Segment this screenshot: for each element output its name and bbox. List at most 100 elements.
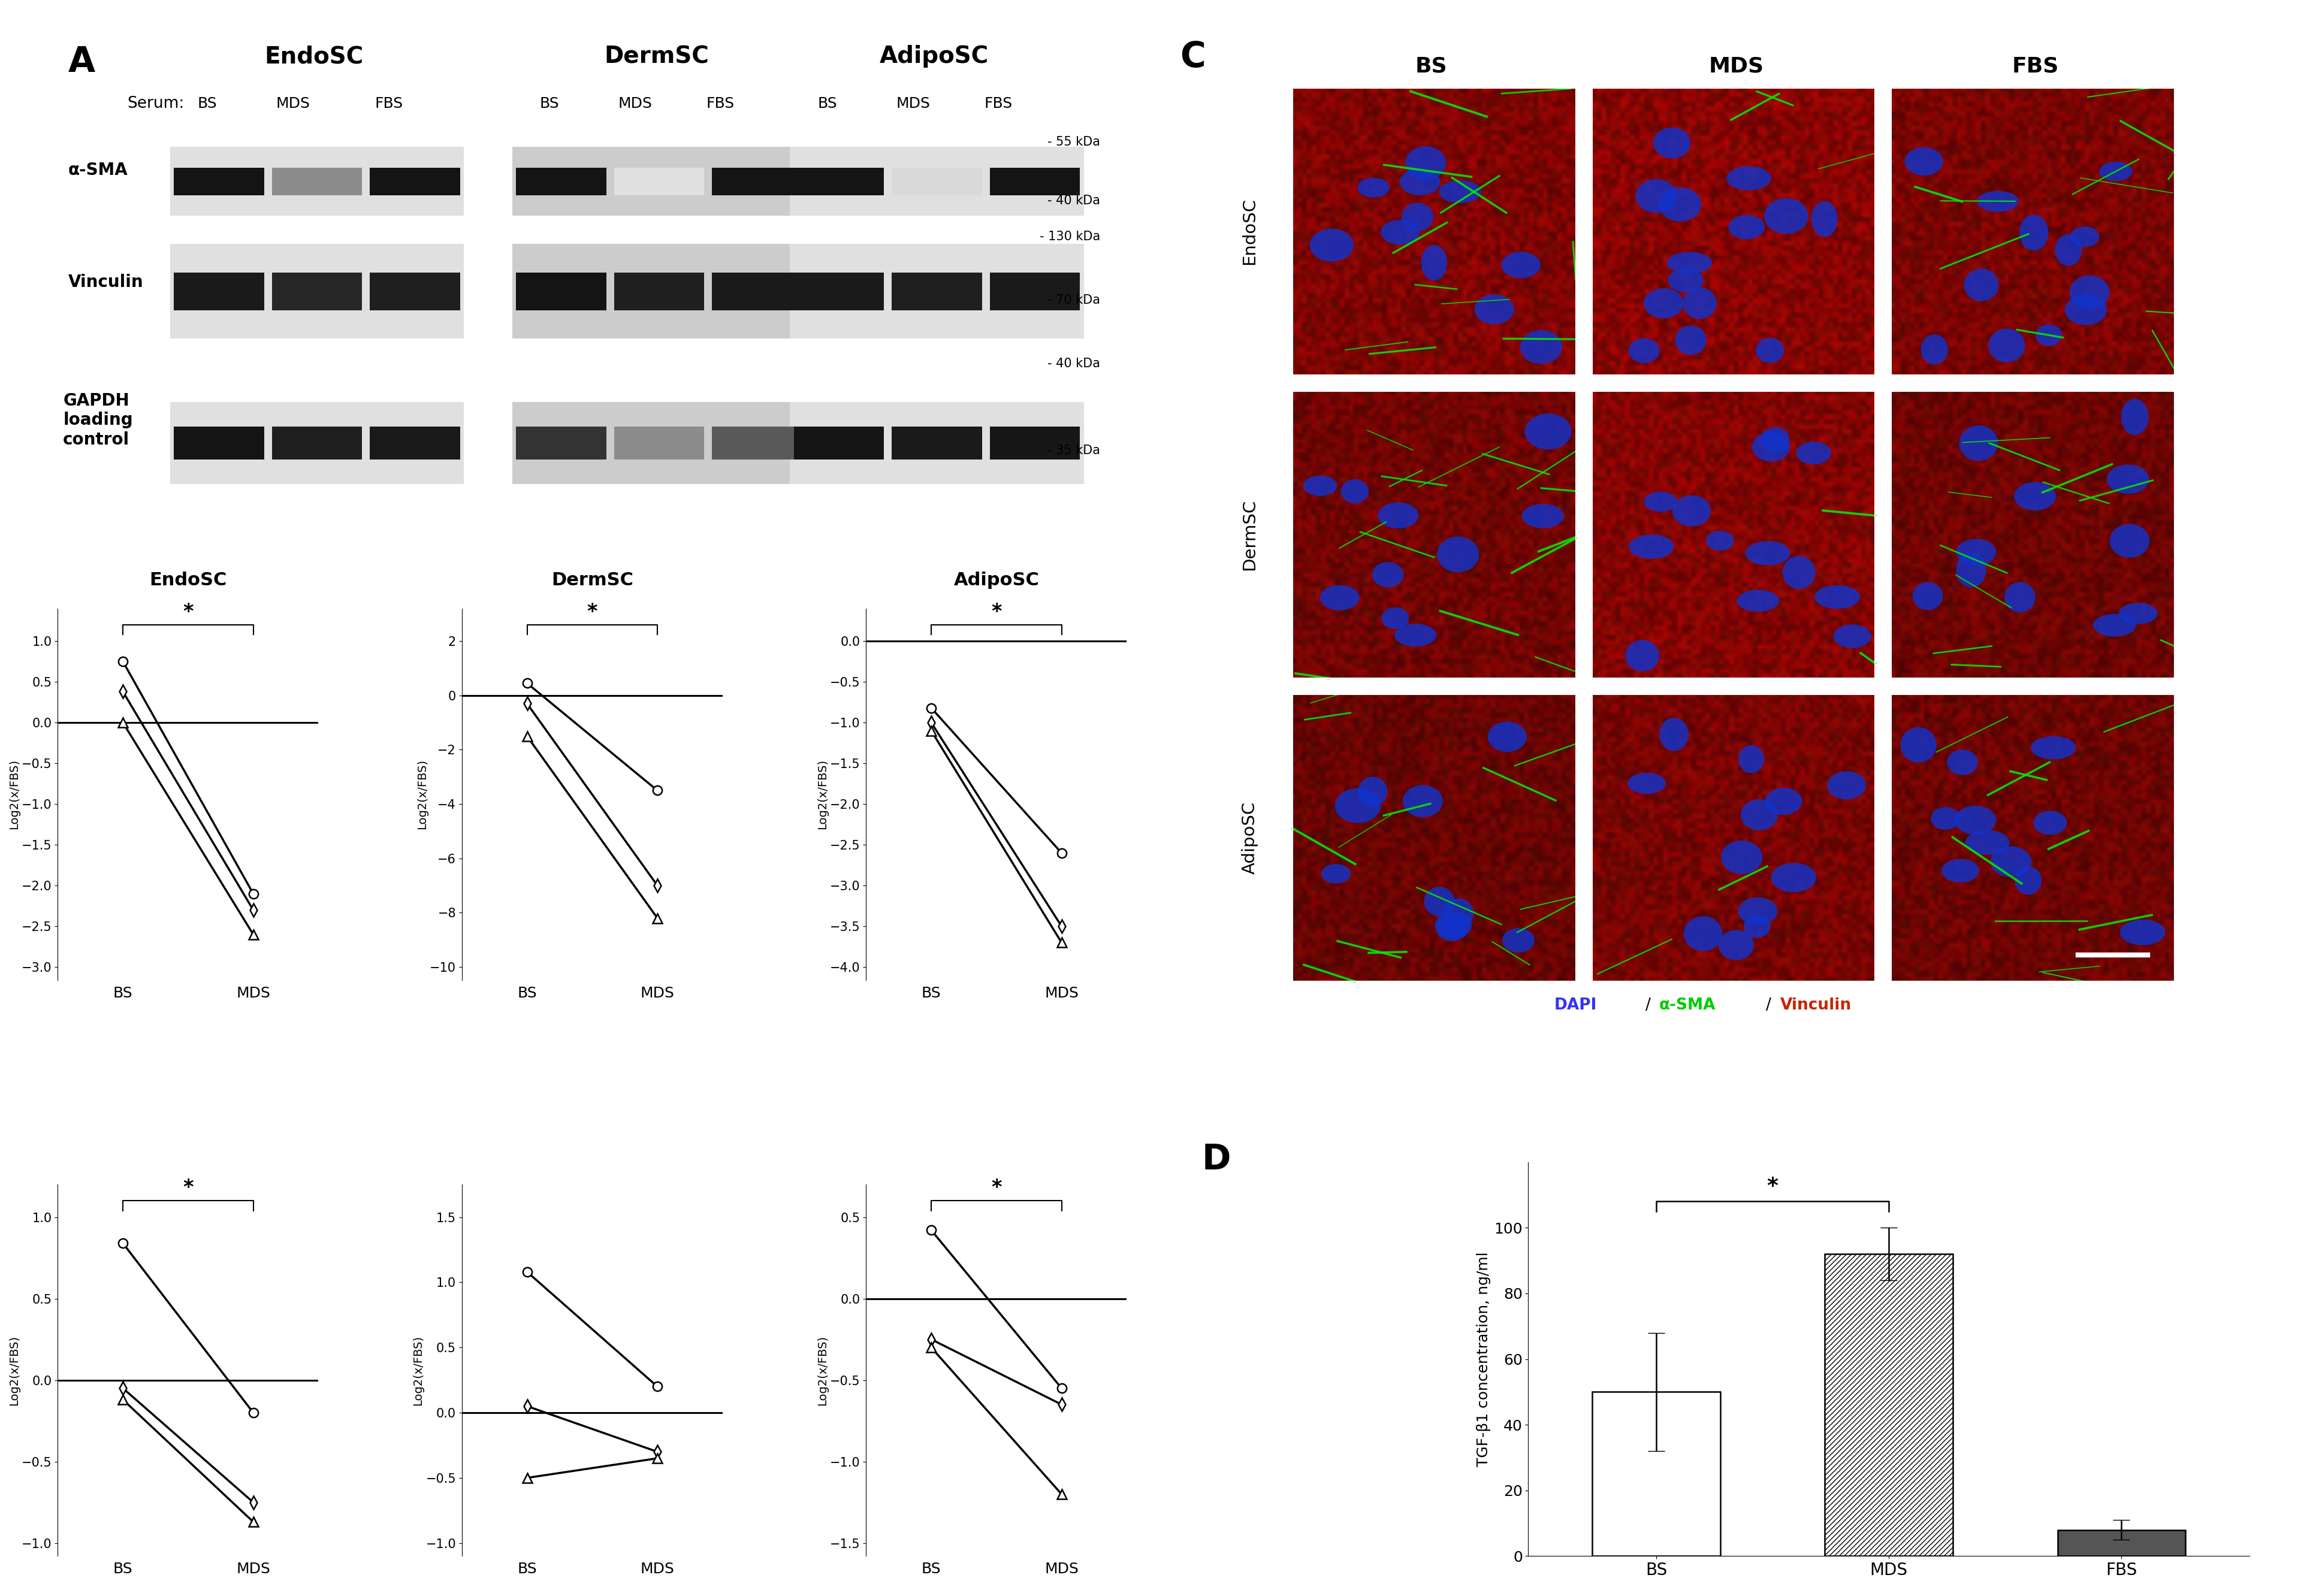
Text: *: * bbox=[586, 602, 598, 622]
Text: Vinculin: Vinculin bbox=[76, 1259, 92, 1341]
Ellipse shape bbox=[1707, 531, 1735, 551]
FancyBboxPatch shape bbox=[614, 426, 704, 460]
Y-axis label: Log2(x/FBS): Log2(x/FBS) bbox=[817, 1336, 828, 1406]
Y-axis label: Log2(x/FBS): Log2(x/FBS) bbox=[9, 1336, 21, 1406]
FancyBboxPatch shape bbox=[990, 426, 1080, 460]
Y-axis label: Log2(x/FBS): Log2(x/FBS) bbox=[9, 760, 21, 830]
Text: GAPDH
loading
control: GAPDH loading control bbox=[62, 393, 134, 448]
Y-axis label: TGF-β1 concentration, ng/ml: TGF-β1 concentration, ng/ml bbox=[1476, 1251, 1490, 1467]
Ellipse shape bbox=[1765, 788, 1802, 816]
Ellipse shape bbox=[2032, 811, 2067, 835]
Text: Serum:: Serum: bbox=[127, 96, 185, 112]
Y-axis label: Log2(x/FBS): Log2(x/FBS) bbox=[413, 1336, 424, 1406]
Ellipse shape bbox=[1423, 887, 1456, 916]
Text: MDS: MDS bbox=[618, 96, 653, 110]
Ellipse shape bbox=[1726, 166, 1772, 190]
Y-axis label: Log2(x/FBS): Log2(x/FBS) bbox=[418, 760, 429, 830]
FancyBboxPatch shape bbox=[990, 273, 1080, 310]
Text: /: / bbox=[1767, 998, 1772, 1013]
Ellipse shape bbox=[1377, 503, 1419, 528]
Ellipse shape bbox=[1756, 338, 1783, 362]
Title: DermSC: DermSC bbox=[551, 571, 632, 589]
Ellipse shape bbox=[1474, 294, 1513, 324]
FancyBboxPatch shape bbox=[512, 147, 805, 215]
Text: Vinculin: Vinculin bbox=[1781, 998, 1853, 1013]
Ellipse shape bbox=[1834, 624, 1871, 648]
FancyBboxPatch shape bbox=[713, 426, 803, 460]
Ellipse shape bbox=[2030, 736, 2076, 760]
Ellipse shape bbox=[2069, 227, 2099, 247]
Ellipse shape bbox=[2014, 867, 2042, 895]
Ellipse shape bbox=[1737, 897, 1776, 926]
Text: MDS: MDS bbox=[277, 96, 309, 110]
FancyBboxPatch shape bbox=[272, 168, 362, 195]
Ellipse shape bbox=[2118, 603, 2157, 624]
Ellipse shape bbox=[1721, 841, 1763, 875]
Text: α-SMA: α-SMA bbox=[76, 774, 92, 841]
Ellipse shape bbox=[1400, 169, 1440, 195]
Text: BS: BS bbox=[540, 96, 558, 110]
Text: FBS: FBS bbox=[2012, 56, 2058, 77]
Ellipse shape bbox=[1310, 228, 1354, 262]
Ellipse shape bbox=[1931, 808, 1961, 830]
Ellipse shape bbox=[1922, 335, 1947, 364]
Ellipse shape bbox=[2106, 464, 2150, 493]
Text: AdipoSC: AdipoSC bbox=[1241, 801, 1257, 875]
FancyBboxPatch shape bbox=[512, 244, 805, 338]
Ellipse shape bbox=[1684, 916, 1723, 951]
Ellipse shape bbox=[1437, 916, 1467, 942]
Ellipse shape bbox=[1956, 539, 1996, 565]
Ellipse shape bbox=[2109, 523, 2150, 557]
Ellipse shape bbox=[1629, 535, 1675, 559]
Ellipse shape bbox=[1744, 915, 1769, 938]
Ellipse shape bbox=[1811, 201, 1839, 236]
FancyBboxPatch shape bbox=[369, 273, 459, 310]
Text: MDS: MDS bbox=[895, 96, 930, 110]
Ellipse shape bbox=[1737, 745, 1765, 772]
Ellipse shape bbox=[2014, 482, 2056, 511]
Ellipse shape bbox=[1673, 495, 1712, 527]
Text: - 40 kDa: - 40 kDa bbox=[1047, 195, 1100, 206]
Text: - 40 kDa: - 40 kDa bbox=[1047, 358, 1100, 370]
Text: BS: BS bbox=[817, 96, 837, 110]
Text: BS: BS bbox=[1416, 56, 1446, 77]
FancyBboxPatch shape bbox=[512, 402, 805, 484]
Ellipse shape bbox=[1629, 338, 1659, 362]
FancyBboxPatch shape bbox=[789, 244, 1084, 338]
Ellipse shape bbox=[1382, 606, 1410, 629]
Ellipse shape bbox=[1488, 721, 1527, 752]
Ellipse shape bbox=[1675, 326, 1707, 354]
Ellipse shape bbox=[1682, 287, 1716, 319]
Ellipse shape bbox=[1645, 492, 1677, 512]
Ellipse shape bbox=[1645, 289, 1684, 318]
Ellipse shape bbox=[1502, 252, 1541, 278]
FancyBboxPatch shape bbox=[369, 426, 459, 460]
FancyBboxPatch shape bbox=[517, 426, 607, 460]
Text: α-SMA: α-SMA bbox=[69, 161, 129, 179]
Text: α-SMA: α-SMA bbox=[1659, 998, 1716, 1013]
Ellipse shape bbox=[1523, 504, 1564, 528]
Text: *: * bbox=[992, 1178, 1001, 1199]
Ellipse shape bbox=[1763, 426, 1790, 452]
Text: C: C bbox=[1181, 40, 1207, 73]
Ellipse shape bbox=[2120, 399, 2148, 434]
Text: *: * bbox=[182, 602, 194, 622]
Bar bbox=[1825, 1254, 1952, 1556]
Ellipse shape bbox=[1797, 442, 1832, 464]
Text: Vinculin: Vinculin bbox=[69, 275, 143, 290]
Ellipse shape bbox=[1626, 772, 1666, 793]
Ellipse shape bbox=[1525, 413, 1571, 450]
Ellipse shape bbox=[2069, 276, 2109, 310]
Ellipse shape bbox=[1783, 555, 1816, 589]
Ellipse shape bbox=[1359, 777, 1387, 806]
Text: *: * bbox=[992, 602, 1001, 622]
FancyBboxPatch shape bbox=[517, 273, 607, 310]
Ellipse shape bbox=[2099, 161, 2132, 180]
Text: FBS: FBS bbox=[376, 96, 404, 110]
FancyBboxPatch shape bbox=[272, 273, 362, 310]
Text: BS: BS bbox=[198, 96, 217, 110]
Ellipse shape bbox=[1966, 830, 2009, 855]
Text: /: / bbox=[1645, 998, 1650, 1013]
FancyBboxPatch shape bbox=[713, 168, 803, 195]
FancyBboxPatch shape bbox=[272, 426, 362, 460]
